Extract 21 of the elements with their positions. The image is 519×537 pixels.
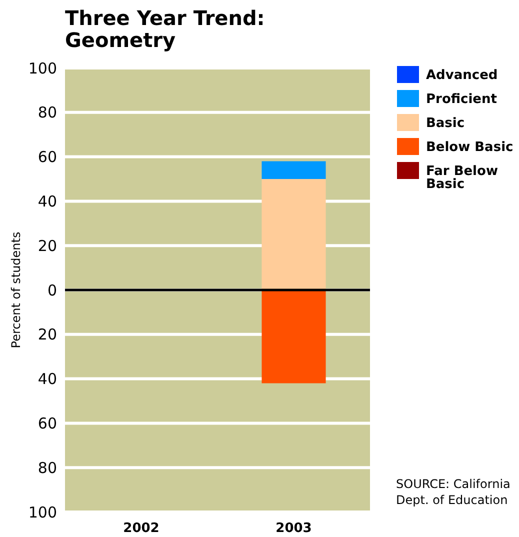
legend-label: Far Below Basic [426, 164, 498, 192]
legend-label: Below Basic [426, 140, 514, 155]
y-tick-label: 100 [28, 59, 57, 78]
x-tick-label: 2002 [123, 521, 160, 536]
legend-label: Advanced [426, 68, 498, 83]
y-tick-label: 100 [28, 503, 57, 522]
y-tick-label: 80 [38, 104, 57, 122]
y-tick-label: 80 [38, 458, 57, 477]
legend-label: Proficient [426, 92, 497, 107]
y-tick-label: 0 [47, 281, 57, 300]
legend-label: Basic [426, 116, 465, 131]
chart-title: Three Year Trend: Geometry [65, 6, 265, 52]
y-tick-label: 60 [38, 414, 57, 432]
x-tick-label: 2003 [276, 521, 312, 536]
y-tick-label: 20 [38, 236, 57, 255]
y-axis-title: Percent of students [9, 232, 23, 348]
y-tick-label: 40 [38, 192, 57, 210]
y-tick-label: 60 [38, 148, 57, 166]
y-tick-label: 40 [38, 370, 57, 388]
y-tick-label: 20 [38, 326, 57, 344]
source-note: SOURCE: California Dept. of Education [396, 477, 510, 507]
